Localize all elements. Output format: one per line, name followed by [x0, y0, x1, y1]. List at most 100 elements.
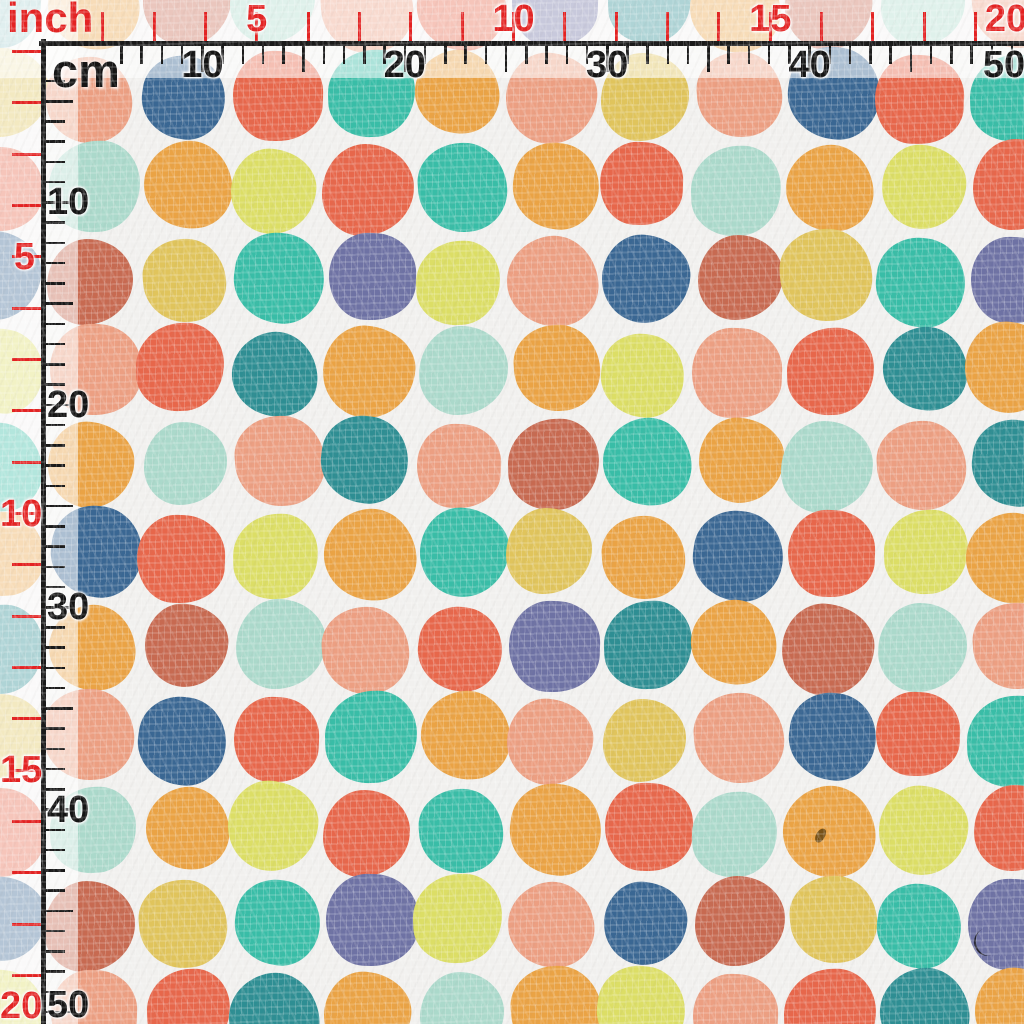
left-inch-tick [12, 614, 41, 618]
left-cm-tick [45, 889, 65, 892]
top-cm-tick [180, 45, 184, 64]
fabric-dot-rust [777, 599, 878, 700]
fabric-dot-pale-mint [143, 421, 227, 505]
fabric-dot-rust [694, 876, 785, 966]
fabric-dot-yellow-green [874, 781, 972, 879]
fabric-dot-blue [783, 687, 882, 786]
cm-unit-label: cm [52, 44, 120, 97]
top-inch-number: 5 [246, 0, 268, 40]
fabric-dot-salmon [690, 326, 784, 420]
top-cm-tick [950, 45, 953, 64]
top-inch-tick [409, 12, 413, 41]
top-cm-tick [686, 45, 690, 64]
left-cm-tick [45, 929, 65, 933]
left-cm-tick [45, 545, 65, 548]
fabric-dot-rust [698, 234, 784, 320]
top-cm-tick [504, 45, 508, 72]
fabric-dot-coral [323, 789, 411, 877]
fabric-dot-orange [695, 413, 788, 507]
top-cm-ruler-band [0, 41, 1024, 78]
top-cm-tick [808, 45, 811, 72]
top-cm-tick [363, 45, 366, 64]
left-cm-tick [45, 322, 65, 326]
top-cm-tick [484, 45, 488, 64]
fabric-dot-pale-mint [420, 971, 504, 1024]
fabric-dot-yellow-green [223, 777, 322, 875]
left-inch-tick [12, 922, 41, 926]
fabric-dot-coral [785, 326, 876, 417]
fabric-dot-orange [507, 963, 605, 1024]
fabric-dot-yellow-green [591, 960, 692, 1024]
left-cm-tick [45, 788, 65, 791]
top-cm-tick [585, 45, 589, 64]
fabric-dot-teal [871, 878, 967, 974]
fabric-dot-mustard [602, 698, 686, 782]
left-cm-tick [45, 140, 65, 143]
fabric-dot-coral [782, 967, 878, 1024]
left-cm-tick [45, 201, 73, 204]
left-inch-tick [12, 666, 41, 670]
fabric-dot-coral [972, 139, 1024, 231]
fabric-dot-teal [414, 140, 510, 236]
fabric-dot-coral [786, 508, 877, 599]
fabric-dot-teal [323, 689, 419, 785]
fabric-dot-coral [874, 690, 962, 778]
top-cm-tick [545, 45, 548, 64]
top-cm-tick [1010, 45, 1014, 72]
left-cm-ruler-band [41, 0, 78, 1024]
fabric-dot-purple-blue [327, 231, 418, 322]
left-cm-tick [45, 120, 65, 123]
left-inch-tick [12, 563, 41, 567]
left-inch-tick [12, 512, 41, 515]
fabric-dot-coral [135, 513, 227, 605]
fabric-dot-orange [318, 503, 422, 607]
fabric-dot-salmon [691, 972, 780, 1024]
fabric-dot-pale-mint [689, 144, 783, 238]
fabric-dot-dark-teal [227, 326, 322, 422]
fabric-dot-coral [134, 321, 226, 413]
fabric-dot-teal [227, 227, 330, 330]
left-cm-tick [45, 484, 65, 488]
top-cm-tick [565, 45, 569, 64]
left-inch-tick [12, 152, 41, 156]
fabric-dot-dark-teal [966, 414, 1024, 512]
left-cm-tick [45, 464, 65, 467]
fabric-dot-coral [603, 781, 695, 873]
left-cm-tick [45, 180, 65, 184]
left-cm-tick [45, 383, 65, 386]
left-cm-tick [45, 585, 65, 589]
left-cm-tick [45, 221, 65, 224]
left-inch-tick [12, 357, 41, 361]
fabric-dot-orange [320, 968, 415, 1024]
left-cm-tick [45, 869, 65, 872]
top-cm-tick [970, 45, 973, 64]
top-cm-number: 50 [982, 44, 1024, 86]
fabric-dot-dark-teal [315, 409, 414, 509]
top-cm-tick [929, 45, 933, 64]
top-inch-tick [666, 12, 670, 41]
left-cm-tick [45, 727, 65, 730]
fabric-dot-purple-blue [324, 872, 420, 968]
top-cm-tick [525, 45, 528, 64]
left-cm-tick [45, 909, 73, 913]
fabric-dot-mustard [140, 236, 229, 325]
left-cm-tick [45, 686, 65, 690]
left-inch-tick [12, 460, 41, 464]
left-cm-tick [45, 747, 65, 751]
left-cm-tick [45, 241, 65, 245]
top-cm-tick [626, 45, 629, 64]
top-cm-tick [342, 45, 346, 64]
fabric-dot-teal [415, 504, 513, 602]
left-inch-tick [12, 306, 41, 310]
fabric-dot-salmon [690, 690, 787, 787]
fabric-dot-dark-teal [602, 599, 694, 691]
fabric-dot-orange [507, 137, 605, 235]
left-cm-tick [45, 444, 65, 447]
fabric-dot-blue [686, 504, 789, 607]
fabric-dot-yellow-green [595, 328, 690, 423]
left-inch-tick [12, 974, 41, 978]
top-cm-tick [848, 45, 852, 64]
fabric-dot-mustard [787, 872, 881, 966]
left-cm-tick [45, 261, 65, 265]
